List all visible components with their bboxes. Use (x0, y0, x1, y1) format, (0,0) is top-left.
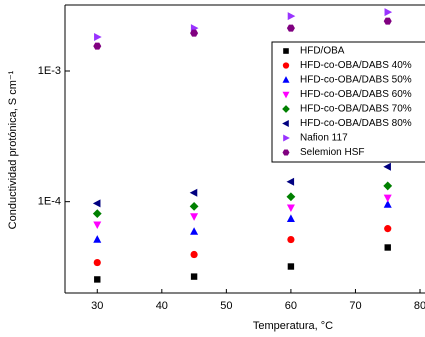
y-axis-label: Conductividad protónica, S cm⁻¹ (7, 70, 19, 229)
point (190, 227, 199, 235)
legend-marker (282, 120, 289, 127)
point (92, 199, 101, 208)
legend-box (271, 41, 425, 163)
point (383, 17, 392, 25)
y-tick-label: 1E-3 (38, 65, 61, 77)
point (286, 192, 296, 202)
point (93, 42, 102, 50)
point (190, 273, 198, 280)
legend-marker (282, 105, 290, 113)
point (383, 200, 392, 208)
legend-label: HFD-co-OBA/DABS 50% (300, 75, 412, 86)
legend-marker (282, 76, 290, 83)
point (383, 162, 391, 171)
legend-label: HFD/OBA (300, 46, 345, 57)
point (93, 235, 102, 243)
point (93, 258, 101, 267)
legend-marker (282, 149, 290, 156)
point (190, 213, 199, 221)
point (94, 276, 101, 283)
legend-marker (283, 48, 289, 54)
point (286, 204, 295, 213)
x-tick-label: 60 (285, 300, 297, 312)
legend-marker (282, 91, 290, 99)
x-tick-label: 30 (91, 300, 103, 312)
point (383, 181, 393, 191)
point (189, 202, 199, 211)
point (384, 244, 391, 251)
legend-marker (283, 134, 290, 142)
point (94, 33, 102, 42)
point (286, 214, 295, 222)
point (92, 209, 102, 219)
legend-label: Nafion 117 (300, 133, 348, 144)
legend: HFD/OBA HFD-co-OBA/DABS 40% HFD-co-OBA/DAB… (271, 41, 425, 163)
legend-label: HFD-co-OBA/DABS 60% (300, 89, 412, 100)
x-tick-label: 70 (349, 300, 361, 312)
point (189, 188, 198, 197)
point (287, 235, 295, 244)
x-tick-label: 50 (220, 300, 232, 312)
legend-label: HFD-co-OBA/DABS 40% (300, 60, 412, 71)
legend-label: HFD-co-OBA/DABS 70% (300, 104, 412, 115)
legend-marker (282, 62, 290, 69)
x-axis-label: Temperatura, °C (253, 320, 333, 332)
point (384, 8, 393, 17)
x-tick-label: 80 (414, 300, 425, 312)
legend-label: HFD-co-OBA/DABS 80% (300, 118, 412, 129)
point (287, 12, 296, 21)
point (93, 221, 102, 230)
legend-label: Selemion HSF (300, 147, 364, 158)
y-tick-label: 1E-4 (38, 196, 61, 208)
point (287, 263, 295, 270)
point (286, 24, 295, 32)
point (286, 177, 295, 186)
point (384, 225, 392, 233)
point (383, 194, 392, 203)
point (190, 250, 198, 259)
x-tick-label: 40 (156, 300, 168, 312)
point (190, 29, 199, 37)
